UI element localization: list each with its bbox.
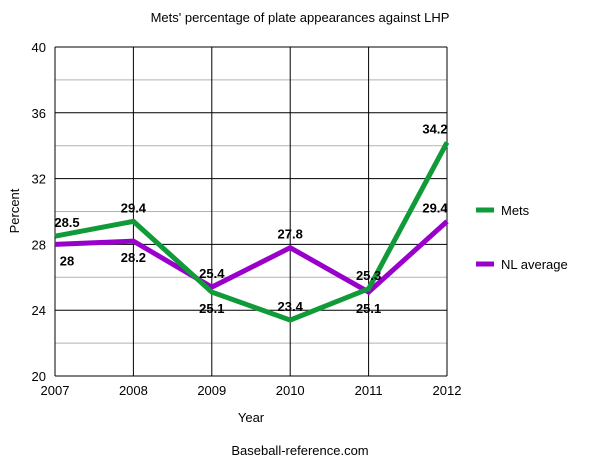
data-label: 23.4 <box>278 299 304 314</box>
x-tick-label: 2010 <box>276 383 305 398</box>
data-label: 25.3 <box>356 268 381 283</box>
y-tick-label: 28 <box>32 237 46 252</box>
data-label: 29.4 <box>121 200 147 215</box>
chart-title: Mets' percentage of plate appearances ag… <box>151 10 450 25</box>
legend-label: NL average <box>501 257 568 272</box>
y-tick-label: 32 <box>32 172 46 187</box>
series-line-mets <box>54 141 450 323</box>
series-line-nl-average <box>54 219 449 296</box>
y-tick-label: 36 <box>32 106 46 121</box>
x-tick-label: 2011 <box>355 383 383 398</box>
x-axis-label: Year <box>238 410 265 425</box>
y-tick-label: 20 <box>32 369 46 384</box>
y-axis-label: Percent <box>7 188 22 233</box>
data-label: 25.4 <box>199 266 225 281</box>
x-tick-label: 2012 <box>433 383 462 398</box>
data-label: 28.2 <box>121 250 146 265</box>
x-tick-label: 2009 <box>197 383 226 398</box>
data-label: 29.4 <box>422 200 448 215</box>
x-tick-label: 2008 <box>119 383 148 398</box>
x-tick-label: 2007 <box>41 383 70 398</box>
data-label: 25.1 <box>199 301 224 316</box>
source-label: Baseball-reference.com <box>231 443 368 458</box>
legend-label: Mets <box>501 203 530 218</box>
y-tick-label: 40 <box>32 40 46 55</box>
data-label: 25.1 <box>356 301 381 316</box>
data-label: 28.5 <box>54 215 79 230</box>
data-label: 27.8 <box>278 227 303 242</box>
y-tick-label: 24 <box>32 303 46 318</box>
data-label: 34.2 <box>422 121 447 136</box>
data-label: 28 <box>60 253 74 268</box>
